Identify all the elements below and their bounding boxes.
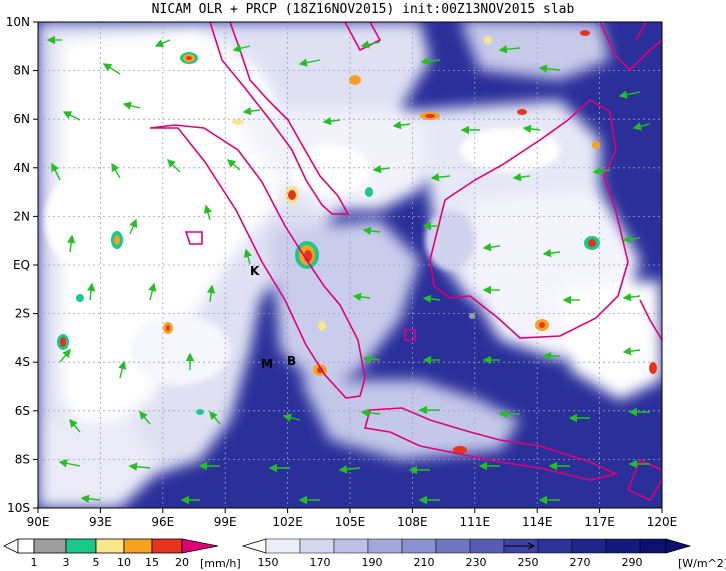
lat-tick-label: 2N	[13, 209, 30, 223]
precip-colorbar-label: 3	[63, 556, 70, 569]
marker-b: B	[287, 354, 296, 368]
wind-vectors	[46, 35, 651, 505]
lon-tick-label: 96E	[151, 515, 174, 529]
precip-colorbar-low-end	[3, 538, 19, 554]
lat-tick-label: EQ	[13, 258, 30, 272]
island-2	[404, 329, 416, 341]
lon-tick-label: 90E	[27, 515, 50, 529]
precip-colorbar-label: 15	[145, 556, 159, 569]
borneo-coast	[429, 99, 629, 339]
lon-tick-label: 99E	[214, 515, 237, 529]
lat-tick-labels: 10N 8N 6N 4N 2N EQ 2S 4S 6S 8S 10S	[6, 15, 30, 515]
precip-colorbar-label: 5	[93, 556, 100, 569]
lat-tick-label: 10S	[7, 501, 30, 515]
sulawesi-coast	[626, 22, 662, 502]
olr-colorbar-label: 170	[310, 556, 331, 569]
lat-tick-label: 6N	[13, 112, 30, 126]
lat-tick-label: 8S	[15, 452, 30, 466]
lon-tick-label: 120E	[647, 515, 678, 529]
grid-lines	[38, 22, 662, 508]
olr-colorbar-unit: [W/m^2]	[678, 557, 726, 570]
olr-colorbar-label: 210	[414, 556, 435, 569]
lon-tick-label: 105E	[335, 515, 366, 529]
olr-colorbar-label: 230	[466, 556, 487, 569]
olr-colorbar-high-end	[665, 538, 692, 554]
sumatra-coast	[149, 124, 366, 399]
map-title: NICAM OLR + PRCP (18Z16NOV2015) init:00Z…	[151, 2, 575, 17]
olr-colorbar-label: 150	[258, 556, 279, 569]
lon-tick-label: 102E	[272, 515, 303, 529]
lat-tick-label: 10N	[6, 15, 30, 29]
lon-tick-labels: 90E 93E 96E 99E 102E 105E 108E 111E 114E…	[27, 515, 678, 529]
precip-cells	[57, 30, 657, 454]
lat-tick-label: 2S	[15, 307, 30, 321]
precip-colorbar-label: 10	[117, 556, 131, 569]
marker-k: K	[250, 264, 260, 278]
tick-marks	[33, 21, 663, 513]
java-coast	[363, 407, 619, 481]
precip-colorbar-label: 1	[31, 556, 38, 569]
lat-tick-label: 4N	[13, 161, 30, 175]
station-markers: K M B	[250, 264, 296, 371]
marker-m: M	[261, 357, 273, 371]
lon-tick-label: 108E	[397, 515, 428, 529]
philippines-coast	[599, 22, 662, 341]
olr-colorbar-label: 270	[570, 556, 591, 569]
precip-colorbar-label: 20	[175, 556, 189, 569]
lon-tick-label: 93E	[89, 515, 112, 529]
olr-colorbar-label: 290	[622, 556, 643, 569]
olr-colorbar: 150 170 190 210 230 250 270 290 [W/m^2]	[241, 538, 726, 570]
precip-colorbar: 1 3 5 10 15 20 [mm/h]	[3, 538, 241, 570]
olr-colorbar-low-end	[241, 538, 267, 554]
lon-tick-label: 117E	[584, 515, 615, 529]
coastlines	[149, 22, 662, 502]
precip-colorbar-high-end	[181, 538, 219, 554]
precip-colorbar-unit: [mm/h]	[200, 557, 241, 570]
island-1	[184, 231, 203, 245]
lon-tick-label: 114E	[522, 515, 553, 529]
olr-colorbar-label: 190	[362, 556, 383, 569]
lon-tick-label: 111E	[460, 515, 491, 529]
plot-area: K M B	[38, 22, 662, 508]
lat-tick-label: 8N	[13, 64, 30, 78]
malay-peninsula-coast	[209, 22, 350, 215]
lat-tick-label: 6S	[15, 404, 30, 418]
island-3	[344, 22, 382, 52]
olr-colorbar-label: 250	[518, 556, 539, 569]
lat-tick-label: 4S	[15, 355, 30, 369]
